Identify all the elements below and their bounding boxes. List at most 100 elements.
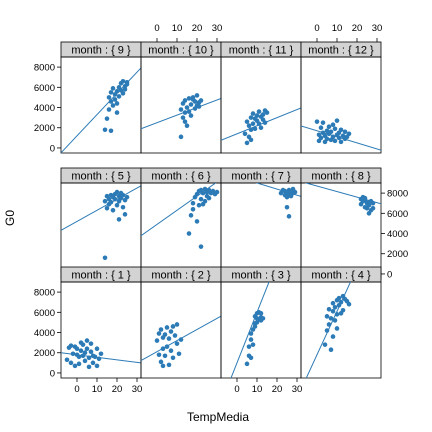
data-point [328,316,334,321]
data-point [156,352,162,358]
x-tick-label: 0 [74,384,79,395]
panel: month : { 8 } [300,167,382,280]
data-point [252,321,258,326]
data-point [182,119,188,124]
data-point [82,358,88,364]
data-point [156,331,162,336]
data-point [186,231,192,236]
panel: month : { 10 } [140,41,222,154]
data-point [332,126,338,132]
data-point [258,125,264,131]
y-axis-label: G0 [3,210,17,226]
panel-strip-label: month : { 8 } [311,171,371,183]
data-point [124,194,130,200]
data-point [256,109,262,114]
panel-strip-label: month : { 6 } [151,171,211,183]
data-point [342,129,348,135]
data-point [284,204,290,210]
data-point [102,127,108,133]
data-point [98,351,104,357]
data-point [164,325,170,330]
data-point [112,97,118,102]
data-point [170,355,176,361]
data-point [194,93,200,98]
panel-strip-label: month : { 11 } [229,45,294,57]
data-point [114,110,120,115]
panel-frame [300,56,382,154]
data-point [334,326,340,331]
data-point [178,107,184,112]
data-point [74,346,80,351]
regression-line [141,183,217,237]
data-point [112,196,118,202]
data-point [188,102,194,107]
data-point [184,105,190,110]
data-point [178,134,184,140]
regression-line [141,97,221,130]
data-point [194,219,200,224]
regression-line [230,282,270,378]
data-point [92,354,98,360]
data-point [124,81,130,87]
y-tick-label: 4000 [34,328,55,339]
panel: month : { 11 } [220,41,302,154]
data-point [120,192,126,198]
data-point [214,189,220,195]
data-point [160,363,166,369]
y-tick-label: 2000 [34,123,55,134]
data-point [248,127,254,133]
panel: month : { 7 } [220,167,302,280]
data-point [88,349,94,355]
data-point [178,337,184,342]
data-point [252,126,258,132]
panel-frame [220,281,302,379]
data-point [64,357,70,363]
y-tick-label: 0 [50,368,55,379]
panel-strip-label: month : { 2 } [151,270,211,282]
x-tick-label: 30 [212,23,223,34]
panel-strip-label: month : { 7 } [231,171,291,183]
data-point [122,212,128,217]
data-point [180,115,186,120]
data-point [190,206,196,212]
panel: month : { 9 } [60,41,142,154]
x-tick-label: 10 [252,384,263,395]
data-point [120,204,126,210]
data-point [116,217,122,222]
data-point [76,354,82,360]
data-point [286,214,292,219]
panel: month : { 4 } [300,266,382,379]
data-point [258,311,264,316]
panel: month : { 1 } [60,266,142,379]
data-point [362,195,368,201]
data-point [370,200,376,206]
data-point [108,90,114,95]
regression-line [304,183,381,205]
data-point [78,348,84,354]
data-point [94,346,100,351]
data-point [198,196,204,202]
regression-line [61,185,141,231]
panel-frame [300,182,382,280]
panel-grid: month : { 9 } month : { 10 } month : { 11 … [60,41,382,379]
data-point [328,129,334,135]
x-tick-label: 0 [234,384,239,395]
data-point [166,362,172,368]
data-point [192,99,198,104]
data-point [114,89,120,94]
data-point [338,127,344,133]
data-point [338,139,344,145]
panel-frame [300,281,382,379]
data-point [82,350,88,356]
data-point [202,198,208,204]
x-tick-label: 30 [292,384,303,395]
panel-frame [60,56,142,154]
panel-strip-label: month : { 10 } [148,45,214,57]
data-point [168,348,174,354]
data-point [198,98,204,103]
data-point [106,95,112,100]
panel-strip-label: month : { 9 } [71,45,131,57]
data-point [190,95,196,100]
data-point [80,342,86,347]
data-point [188,213,194,218]
